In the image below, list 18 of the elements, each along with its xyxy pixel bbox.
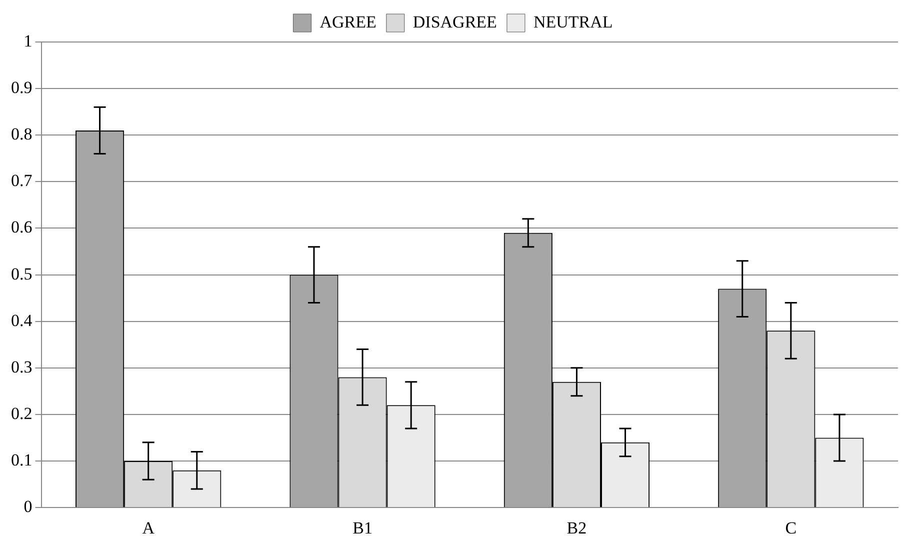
legend-label: AGREE bbox=[320, 12, 376, 32]
y-tick-label: 0.4 bbox=[11, 310, 33, 330]
x-tick-label: C bbox=[785, 518, 797, 538]
y-tick-label: 0 bbox=[24, 497, 32, 516]
y-tick-label: 0.5 bbox=[11, 264, 32, 284]
y-tick-label: 0.9 bbox=[11, 78, 32, 98]
y-tick-label: 0.3 bbox=[11, 357, 32, 376]
y-tick-label: 0.8 bbox=[11, 124, 32, 144]
y-tick-label: 1 bbox=[24, 31, 32, 50]
y-tick-label: 0.6 bbox=[11, 218, 32, 237]
x-tick-label: A bbox=[142, 518, 156, 538]
y-tick-label: 0.1 bbox=[11, 450, 32, 470]
legend-label: NEUTRAL bbox=[533, 12, 613, 32]
x-tick-label: B2 bbox=[566, 518, 587, 538]
y-tick-label: 0.7 bbox=[11, 171, 33, 190]
x-tick-label: B1 bbox=[352, 518, 372, 538]
legend-label: DISAGREE bbox=[412, 12, 497, 32]
y-tick-label: 0.2 bbox=[11, 404, 32, 423]
